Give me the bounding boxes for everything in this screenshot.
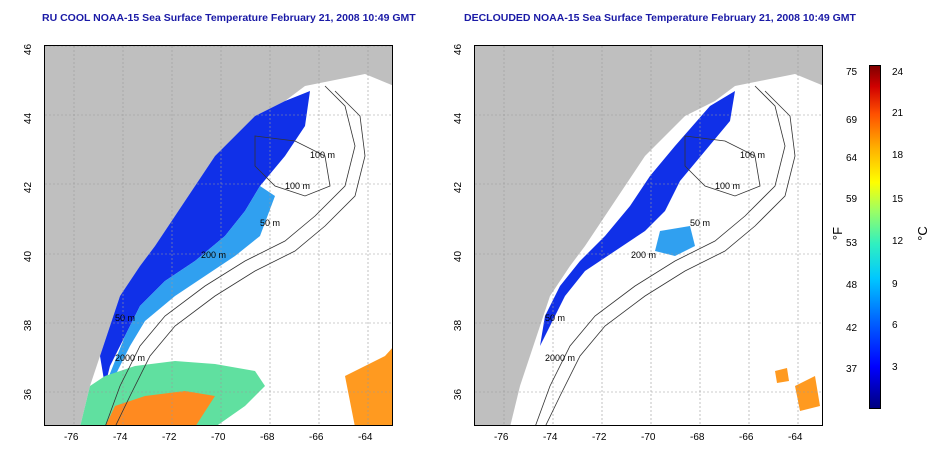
contour-label: 200 m <box>631 250 656 260</box>
y-tick: 42 <box>453 181 465 194</box>
x-tick: -74 <box>543 432 558 443</box>
x-tick: -64 <box>788 432 803 443</box>
left-sst-map: 100 m 100 m 50 m 200 m 50 m 2000 m <box>44 45 393 426</box>
y-tick: 40 <box>23 250 35 263</box>
fahrenheit-tick: 48 <box>846 280 858 291</box>
fahrenheit-tick: 53 <box>846 238 858 249</box>
x-tick: -64 <box>358 432 373 443</box>
contour-label: 2000 m <box>115 353 145 363</box>
celsius-tick: 9 <box>892 279 898 290</box>
graticule <box>45 46 392 425</box>
fahrenheit-tick: 75 <box>846 67 858 78</box>
bathymetry-contours <box>535 85 796 425</box>
contour-label: 100 m <box>310 150 335 160</box>
celsius-tick: 15 <box>892 194 904 205</box>
hot-patch-south <box>775 368 789 383</box>
left-map-title: RU COOL NOAA-15 Sea Surface Temperature … <box>42 12 416 24</box>
x-tick: -68 <box>260 432 275 443</box>
x-tick: -72 <box>162 432 177 443</box>
right-sst-map: 100 m 100 m 50 m 200 m 50 m 2000 m <box>474 45 823 426</box>
land-mass <box>475 46 822 425</box>
celsius-tick: 24 <box>892 67 904 78</box>
celsius-tick: 21 <box>892 108 904 119</box>
contour-label: 100 m <box>285 181 310 191</box>
celsius-tick: 6 <box>892 320 898 331</box>
cold-water-band <box>100 91 310 386</box>
y-tick: 42 <box>23 181 35 194</box>
hot-water-south <box>105 391 215 425</box>
y-tick: 46 <box>453 43 465 56</box>
contour-label: 50 m <box>690 218 710 228</box>
fahrenheit-tick: 64 <box>846 153 858 164</box>
contour-label: 100 m <box>715 181 740 191</box>
fahrenheit-tick: 42 <box>846 323 858 334</box>
x-tick: -74 <box>113 432 128 443</box>
celsius-tick: 18 <box>892 150 904 161</box>
x-tick: -72 <box>592 432 607 443</box>
x-tick: -66 <box>739 432 754 443</box>
contour-label: 2000 m <box>545 353 575 363</box>
x-tick: -76 <box>494 432 509 443</box>
left-map-canvas: 100 m 100 m 50 m 200 m 50 m 2000 m <box>45 46 392 425</box>
celsius-tick: 3 <box>892 362 898 373</box>
x-tick: -66 <box>309 432 324 443</box>
contour-label: 50 m <box>545 313 565 323</box>
mid-water-patch <box>655 226 695 256</box>
hot-patch-east <box>345 348 392 425</box>
y-tick: 36 <box>23 388 35 401</box>
celsius-unit-label: °C <box>914 226 930 241</box>
right-map-title: DECLOUDED NOAA-15 Sea Surface Temperatur… <box>464 12 856 24</box>
temperature-colorbar <box>869 65 881 409</box>
x-tick: -76 <box>64 432 79 443</box>
y-tick: 36 <box>453 388 465 401</box>
y-tick: 44 <box>453 112 465 125</box>
x-tick: -68 <box>690 432 705 443</box>
x-tick: -70 <box>211 432 226 443</box>
fahrenheit-tick: 37 <box>846 364 858 375</box>
cold-water-band <box>540 91 735 346</box>
hot-patch-east <box>795 376 820 411</box>
celsius-tick: 12 <box>892 236 904 247</box>
bathymetry-contours <box>105 85 366 425</box>
y-tick: 44 <box>23 112 35 125</box>
contour-label: 50 m <box>115 313 135 323</box>
fahrenheit-tick: 69 <box>846 115 858 126</box>
y-tick: 46 <box>23 43 35 56</box>
y-tick: 38 <box>453 319 465 332</box>
right-map-canvas: 100 m 100 m 50 m 200 m 50 m 2000 m <box>475 46 822 425</box>
graticule <box>475 46 822 425</box>
contour-label: 50 m <box>260 218 280 228</box>
y-tick: 40 <box>453 250 465 263</box>
land-mass <box>45 46 392 425</box>
x-tick: -70 <box>641 432 656 443</box>
y-tick: 38 <box>23 319 35 332</box>
contour-label: 100 m <box>740 150 765 160</box>
mid-water-band <box>105 186 275 386</box>
fahrenheit-tick: 59 <box>846 194 858 205</box>
contour-label: 200 m <box>201 250 226 260</box>
fahrenheit-unit-label: °F <box>830 226 846 241</box>
